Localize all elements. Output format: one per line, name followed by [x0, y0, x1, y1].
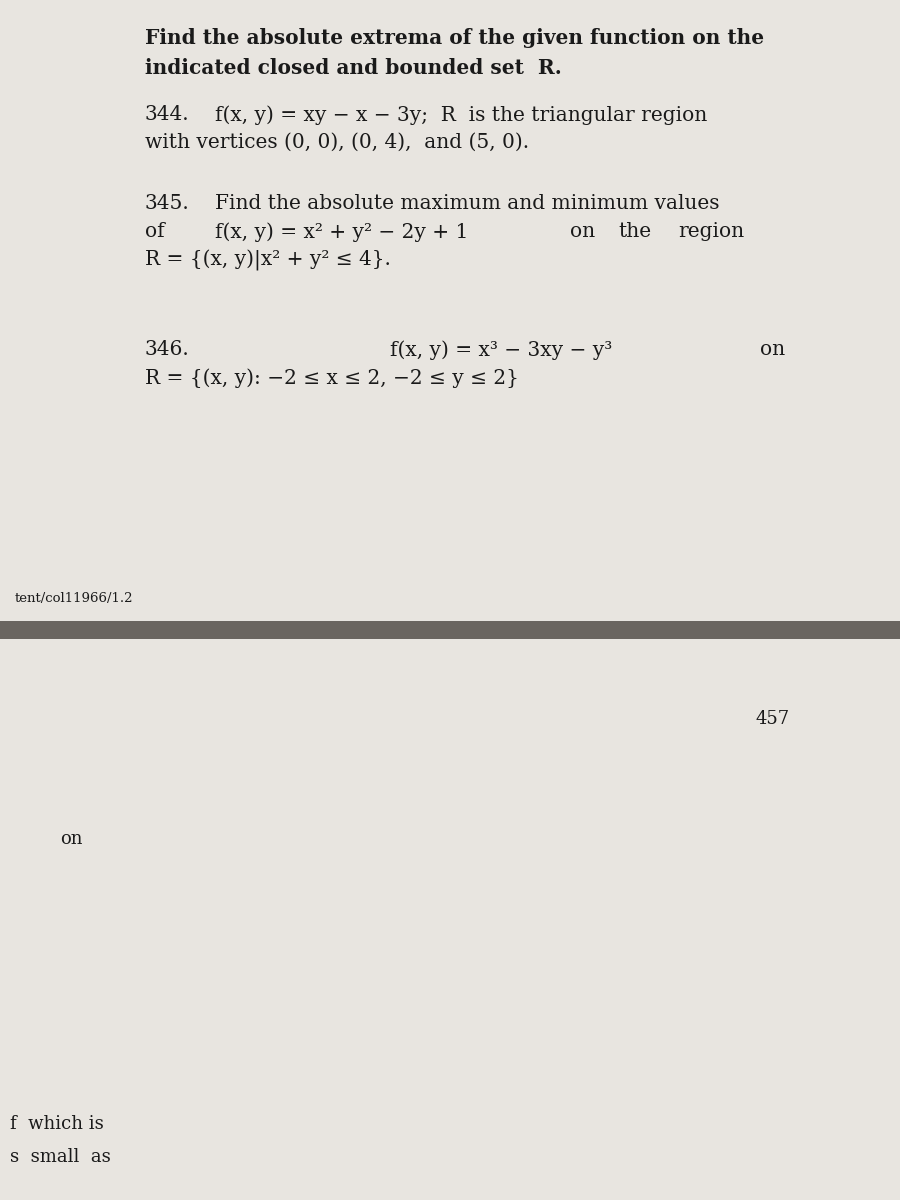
Text: 344.: 344.	[145, 104, 190, 124]
Text: f(x, y) = x² + y² − 2y + 1: f(x, y) = x² + y² − 2y + 1	[215, 222, 468, 241]
Text: f(x, y) = xy − x − 3y;  R  is the triangular region: f(x, y) = xy − x − 3y; R is the triangul…	[215, 104, 707, 125]
Text: on: on	[60, 830, 83, 848]
Text: the: the	[618, 222, 651, 241]
Text: of: of	[145, 222, 165, 241]
Text: f(x, y) = x³ − 3xy − y³: f(x, y) = x³ − 3xy − y³	[390, 340, 612, 360]
Text: indicated closed and bounded set  R.: indicated closed and bounded set R.	[145, 58, 562, 78]
Text: f  which is: f which is	[10, 1115, 104, 1133]
Text: R = {(x, y)|x² + y² ≤ 4}.: R = {(x, y)|x² + y² ≤ 4}.	[145, 250, 391, 271]
Text: R = {(x, y): −2 ≤ x ≤ 2, −2 ≤ y ≤ 2}: R = {(x, y): −2 ≤ x ≤ 2, −2 ≤ y ≤ 2}	[145, 368, 519, 388]
Text: 457: 457	[755, 710, 789, 728]
Text: region: region	[678, 222, 744, 241]
Text: on: on	[760, 340, 785, 359]
Bar	[0, 622, 900, 638]
Text: Find the absolute extrema of the given function on the: Find the absolute extrema of the given f…	[145, 28, 764, 48]
Text: 346.: 346.	[145, 340, 190, 359]
Text: on: on	[570, 222, 595, 241]
Text: Find the absolute maximum and minimum values: Find the absolute maximum and minimum va…	[215, 194, 719, 214]
Text: 345.: 345.	[145, 194, 190, 214]
Text: tent/col11966/1.2: tent/col11966/1.2	[15, 592, 133, 605]
Text: with vertices (0, 0), (0, 4),  and (5, 0).: with vertices (0, 0), (0, 4), and (5, 0)…	[145, 133, 529, 152]
Text: s  small  as: s small as	[10, 1148, 111, 1166]
